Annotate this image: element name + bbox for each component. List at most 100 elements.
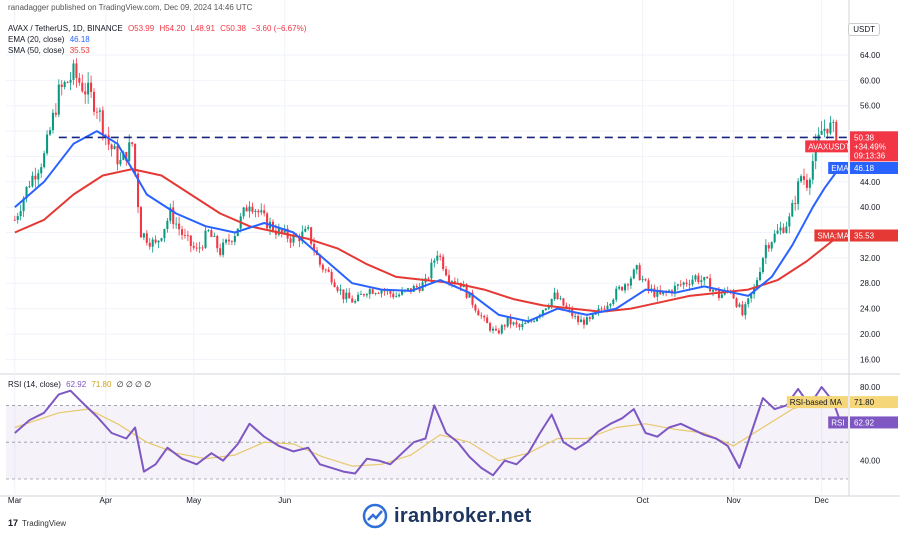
candle-body[interactable] — [134, 143, 137, 174]
candle-body[interactable] — [688, 283, 691, 285]
candle-body[interactable] — [327, 269, 330, 272]
candle-body[interactable] — [233, 235, 236, 242]
candle-body[interactable] — [186, 235, 189, 236]
candle-body[interactable] — [348, 292, 351, 299]
candle-body[interactable] — [673, 285, 676, 294]
candle-body[interactable] — [213, 236, 216, 237]
candle-body[interactable] — [216, 236, 219, 249]
candle-body[interactable] — [662, 291, 665, 295]
candle-body[interactable] — [66, 82, 69, 83]
candle-body[interactable] — [503, 325, 506, 327]
rsi-pane[interactable] — [14, 386, 841, 477]
sma-50-line[interactable] — [14, 168, 840, 313]
candle-body[interactable] — [653, 288, 656, 297]
candle-body[interactable] — [562, 298, 565, 306]
candle-body[interactable] — [46, 134, 49, 154]
candle-body[interactable] — [612, 299, 615, 304]
candle-body[interactable] — [618, 286, 621, 289]
candle-body[interactable] — [761, 258, 764, 273]
candle-body[interactable] — [154, 239, 157, 243]
candle-body[interactable] — [764, 245, 767, 259]
candle-body[interactable] — [54, 112, 57, 115]
candle-body[interactable] — [544, 308, 547, 311]
candle-body[interactable] — [486, 317, 489, 324]
candle-body[interactable] — [720, 294, 723, 299]
candle-body[interactable] — [406, 288, 409, 290]
candle-body[interactable] — [57, 84, 60, 115]
candle-body[interactable] — [703, 277, 706, 281]
candle-body[interactable] — [533, 321, 536, 322]
candle-body[interactable] — [600, 308, 603, 310]
candle-body[interactable] — [43, 153, 46, 168]
candle-body[interactable] — [87, 82, 90, 95]
price-pane[interactable] — [13, 58, 848, 335]
candle-body[interactable] — [207, 230, 210, 231]
candle-body[interactable] — [811, 161, 814, 180]
candle-body[interactable] — [307, 227, 310, 229]
candle-body[interactable] — [506, 317, 509, 327]
candle-body[interactable] — [101, 110, 104, 135]
candle-body[interactable] — [829, 122, 832, 134]
candle-body[interactable] — [826, 128, 829, 134]
last-price-tag[interactable]: 50.38+34.49%09:13:36 AVAXUSDT — [805, 131, 898, 162]
candle-body[interactable] — [204, 230, 207, 248]
candle-body[interactable] — [712, 289, 715, 292]
candle-body[interactable] — [535, 317, 539, 322]
candle-body[interactable] — [357, 294, 360, 302]
candle-body[interactable] — [28, 186, 31, 188]
candle-body[interactable] — [632, 269, 635, 279]
candle-body[interactable] — [163, 228, 166, 239]
candle-body[interactable] — [104, 134, 107, 136]
candle-body[interactable] — [254, 210, 257, 212]
sma-legend[interactable]: SMA (50, close) 35.53 — [8, 46, 93, 55]
price-axis[interactable]: 64.00 60.00 56.00 44.00 40.00 32.00 28.00 24.00… — [786, 51, 898, 466]
candle-body[interactable] — [685, 282, 688, 284]
candle-body[interactable] — [474, 304, 477, 311]
candle-body[interactable] — [263, 210, 266, 214]
candle-body[interactable] — [679, 284, 682, 286]
candle-body[interactable] — [336, 286, 339, 291]
candle-body[interactable] — [588, 317, 591, 319]
candle-body[interactable] — [585, 317, 588, 325]
candle-body[interactable] — [31, 175, 34, 187]
candle-body[interactable] — [380, 290, 383, 294]
candle-body[interactable] — [368, 289, 371, 295]
candle-body[interactable] — [835, 121, 838, 145]
candle-body[interactable] — [556, 292, 559, 300]
candle-body[interactable] — [113, 145, 116, 150]
candle-body[interactable] — [735, 298, 738, 307]
candle-body[interactable] — [227, 239, 230, 242]
candle-body[interactable] — [744, 304, 747, 316]
candle-body[interactable] — [709, 278, 712, 292]
candle-body[interactable] — [172, 207, 175, 225]
candle-body[interactable] — [577, 315, 580, 323]
candle-body[interactable] — [84, 91, 87, 95]
candle-body[interactable] — [471, 292, 474, 305]
candle-body[interactable] — [779, 227, 782, 231]
candle-body[interactable] — [160, 238, 163, 241]
candle-body[interactable] — [34, 175, 37, 180]
rsi-tag[interactable]: 62.92 RSI — [828, 416, 898, 429]
candle-body[interactable] — [717, 290, 720, 299]
candle-body[interactable] — [401, 290, 404, 295]
candle-body[interactable] — [756, 280, 759, 288]
candle-body[interactable] — [40, 167, 43, 174]
candle-body[interactable] — [301, 231, 304, 242]
candle-body[interactable] — [51, 112, 54, 131]
candle-body[interactable] — [694, 275, 697, 280]
candle-body[interactable] — [25, 186, 28, 199]
time-axis[interactable]: Mar Apr May Jun Oct Nov Dec — [8, 496, 829, 505]
candle-body[interactable] — [418, 287, 421, 291]
candle-body[interactable] — [392, 293, 395, 298]
candle-body[interactable] — [741, 304, 744, 316]
candle-body[interactable] — [550, 298, 553, 307]
candle-body[interactable] — [480, 315, 483, 317]
candle-body[interactable] — [767, 245, 770, 249]
candle-body[interactable] — [621, 286, 624, 291]
candle-body[interactable] — [389, 290, 392, 294]
candle-body[interactable] — [157, 240, 160, 243]
candle-body[interactable] — [629, 278, 632, 286]
candle-body[interactable] — [63, 82, 66, 87]
candle-body[interactable] — [433, 260, 436, 263]
